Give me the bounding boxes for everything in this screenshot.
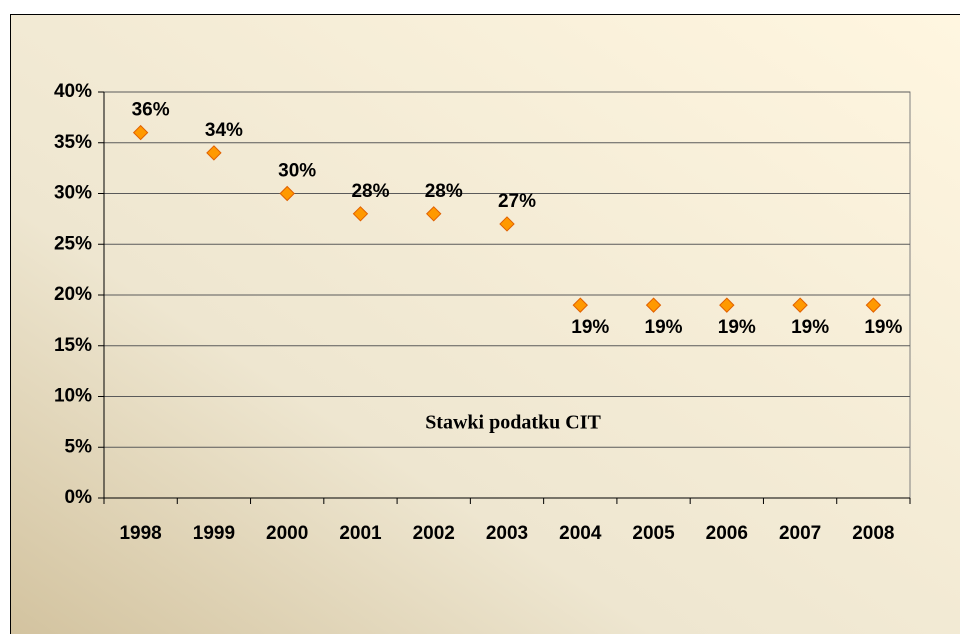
x-tick-label: 2000 <box>266 523 308 544</box>
data-label: 27% <box>498 191 536 212</box>
data-label: 19% <box>864 317 902 338</box>
x-tick-label: 1999 <box>193 523 235 544</box>
x-tick-label: 2007 <box>779 523 821 544</box>
marker <box>279 185 295 202</box>
marker <box>645 297 662 313</box>
marker <box>426 206 442 222</box>
marker <box>719 297 735 313</box>
data-label: 19% <box>791 317 829 338</box>
x-tick-label: 2002 <box>413 523 455 544</box>
marker <box>865 297 882 313</box>
data-label: 19% <box>571 317 609 338</box>
data-label: 36% <box>132 100 170 121</box>
y-tick-label: 5% <box>65 436 93 457</box>
y-tick-label: 35% <box>54 132 92 153</box>
x-tick-label: 2004 <box>559 523 602 544</box>
x-tick-label: 2003 <box>486 523 528 544</box>
marker <box>572 297 588 313</box>
data-label: 30% <box>278 161 316 182</box>
y-tick-label: 40% <box>54 81 92 102</box>
chart-frame <box>10 14 960 634</box>
marker <box>792 297 808 313</box>
marker <box>499 216 515 232</box>
x-tick-label: 2006 <box>706 523 748 544</box>
data-label: 34% <box>205 120 243 141</box>
data-label: 19% <box>645 317 683 338</box>
marker <box>206 145 222 161</box>
x-tick-label: 2001 <box>339 523 382 544</box>
y-tick-label: 15% <box>54 335 92 356</box>
x-tick-label: 2008 <box>852 523 894 544</box>
y-tick-label: 10% <box>54 386 92 407</box>
chart-title: Stawki podatku CIT <box>425 412 601 434</box>
y-tick-label: 30% <box>54 183 92 204</box>
marker <box>132 124 149 141</box>
y-tick-label: 20% <box>54 284 92 305</box>
data-label: 28% <box>425 181 463 202</box>
y-tick-label: 0% <box>65 487 93 508</box>
x-tick-label: 1998 <box>119 523 161 544</box>
marker <box>352 206 369 222</box>
y-tick-label: 25% <box>54 233 92 254</box>
data-label: 28% <box>351 181 389 202</box>
x-tick-label: 2005 <box>632 523 675 544</box>
data-label: 19% <box>718 317 756 338</box>
